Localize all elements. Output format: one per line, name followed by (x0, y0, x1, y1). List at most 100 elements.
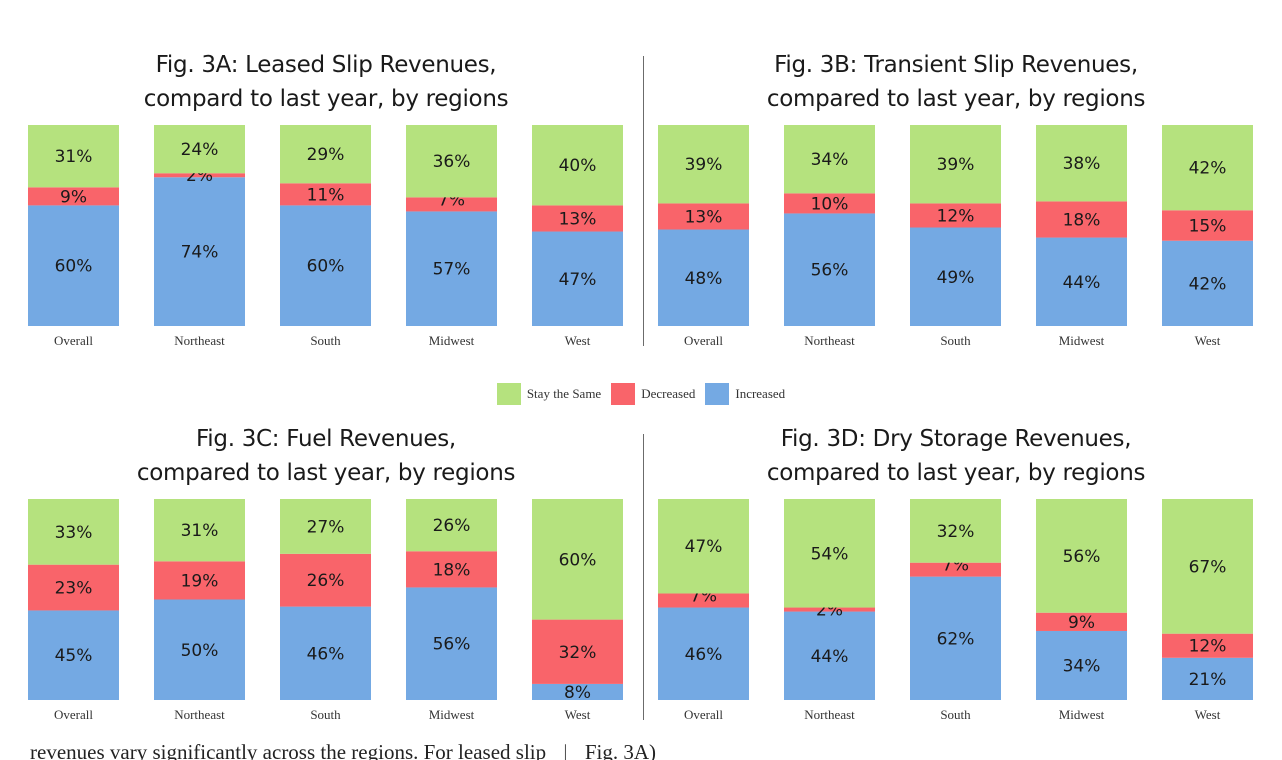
data-label-increased: 21% (1189, 670, 1227, 690)
bar-segment-stay-the-same (784, 125, 875, 194)
bar-segment-stay-the-same (28, 125, 119, 188)
data-label-decreased: 13% (685, 207, 723, 227)
data-label-increased: 62% (937, 629, 975, 649)
data-label-increased: 57% (433, 260, 471, 280)
data-label-stay-the-same: 47% (685, 537, 723, 557)
category-label: Midwest (429, 333, 475, 348)
data-label-increased: 56% (811, 261, 849, 281)
chart-title-line2: compard to last year, by regions (143, 86, 509, 112)
category-label: South (940, 333, 971, 348)
legend-item-same: Stay the Same (496, 383, 602, 405)
chart-title-line1: Fig. 3A: Leased Slip Revenues, (155, 52, 497, 78)
bar-segment-decreased (658, 203, 749, 230)
bar-segment-decreased (910, 203, 1001, 228)
data-label-stay-the-same: 67% (1189, 557, 1227, 577)
bar-segment-stay-the-same (406, 125, 497, 198)
bar-segment-stay-the-same (784, 499, 875, 608)
body-text-right: Fig. 3A) (584, 740, 657, 760)
bar-segment-decreased (784, 607, 875, 612)
data-label-increased: 42% (1189, 274, 1227, 294)
legend-label-decreased: Decreased (641, 386, 696, 401)
category-label: Overall (684, 333, 723, 348)
legend: Stay the Same Decreased Increased (0, 381, 1282, 407)
data-label-stay-the-same: 31% (181, 521, 219, 541)
bar-segment-increased (1162, 240, 1253, 326)
chart-title-line1: Fig. 3B: Transient Slip Revenues, (774, 52, 1138, 78)
category-label: West (1195, 333, 1221, 348)
category-label: Northeast (174, 707, 225, 722)
bar-segment-stay-the-same (1036, 125, 1127, 202)
bar-segment-decreased (28, 187, 119, 206)
data-label-stay-the-same: 32% (937, 522, 975, 542)
bar-segment-stay-the-same (280, 125, 371, 184)
bar-segment-increased (28, 610, 119, 700)
bar-segment-increased (280, 606, 371, 700)
data-label-stay-the-same: 31% (55, 147, 93, 167)
chart-title: Fig. 3C: Fuel Revenues, compared to last… (26, 422, 626, 490)
chart-title-line1: Fig. 3C: Fuel Revenues, (196, 426, 456, 452)
data-label-stay-the-same: 27% (307, 517, 345, 537)
bar-segment-stay-the-same (658, 499, 749, 594)
data-label-stay-the-same: 42% (1189, 159, 1227, 179)
bar-segment-stay-the-same (1036, 499, 1127, 613)
bar-segment-increased (532, 231, 623, 326)
data-label-stay-the-same: 26% (433, 516, 471, 536)
data-label-increased: 46% (307, 644, 345, 664)
bar-segment-stay-the-same (280, 499, 371, 554)
chart-panel-3a: Fig. 3A: Leased Slip Revenues, compard t… (26, 48, 626, 348)
bar-segment-decreased (280, 553, 371, 607)
bar-segment-increased (532, 683, 623, 700)
bar-segment-decreased (658, 593, 749, 608)
data-label-stay-the-same: 34% (811, 150, 849, 170)
chart-title-line2: compared to last year, by regions (136, 460, 516, 486)
bar-segment-increased (1036, 630, 1127, 700)
chart-title-line2: compared to last year, by regions (766, 460, 1146, 486)
category-label: Midwest (1059, 333, 1105, 348)
bar-segment-stay-the-same (658, 125, 749, 204)
bar-segment-increased (658, 607, 749, 700)
category-label: West (1195, 707, 1221, 722)
data-label-stay-the-same: 60% (559, 550, 597, 570)
bar-segment-stay-the-same (154, 125, 245, 174)
body-text-separator: | (563, 740, 568, 760)
bar-segment-increased (280, 205, 371, 326)
data-label-decreased: 12% (937, 206, 975, 226)
legend-swatch-decreased (611, 383, 636, 405)
bar-segment-decreased (1036, 612, 1127, 631)
data-label-stay-the-same: 36% (433, 152, 471, 172)
data-label-decreased: 18% (433, 560, 471, 580)
bar-segment-increased (910, 576, 1001, 700)
chart-panel-3c: Fig. 3C: Fuel Revenues, compared to last… (26, 422, 626, 722)
bar-segment-increased (658, 229, 749, 326)
bar-segment-decreased (1162, 633, 1253, 658)
data-label-stay-the-same: 29% (307, 145, 345, 165)
bar-segment-stay-the-same (532, 499, 623, 620)
bar-segment-increased (406, 587, 497, 700)
data-label-decreased: 11% (307, 185, 345, 205)
category-label: South (310, 707, 341, 722)
data-label-decreased: 23% (55, 579, 93, 599)
category-label: West (565, 333, 591, 348)
stacked-bar-chart: 60%9%31%Overall74%2%24%Northeast60%11%29… (28, 125, 623, 348)
bar-segment-stay-the-same (154, 499, 245, 562)
data-label-increased: 56% (433, 635, 471, 655)
bar-segment-decreased (154, 173, 245, 178)
chart-title-line2: compared to last year, by regions (766, 86, 1146, 112)
category-label: Overall (684, 707, 723, 722)
data-label-decreased: 10% (811, 194, 849, 214)
data-label-decreased: 13% (559, 209, 597, 229)
bar-segment-stay-the-same (1162, 499, 1253, 634)
legend-label-same: Stay the Same (526, 386, 602, 401)
category-label: Midwest (429, 707, 475, 722)
chart-title-line1: Fig. 3D: Dry Storage Revenues, (780, 426, 1132, 452)
chart-panel-3b: Fig. 3B: Transient Slip Revenues, compar… (656, 48, 1256, 348)
vertical-divider (643, 434, 644, 720)
bar-segment-decreased (154, 561, 245, 600)
bar-segment-stay-the-same (910, 125, 1001, 204)
data-label-stay-the-same: 56% (1063, 547, 1101, 567)
chart-panel-3d: Fig. 3D: Dry Storage Revenues, compared … (656, 422, 1256, 722)
bar-segment-stay-the-same (406, 499, 497, 552)
data-label-increased: 44% (811, 647, 849, 667)
data-label-increased: 34% (1063, 656, 1101, 676)
body-text: revenues vary significantly across the r… (30, 740, 1270, 760)
